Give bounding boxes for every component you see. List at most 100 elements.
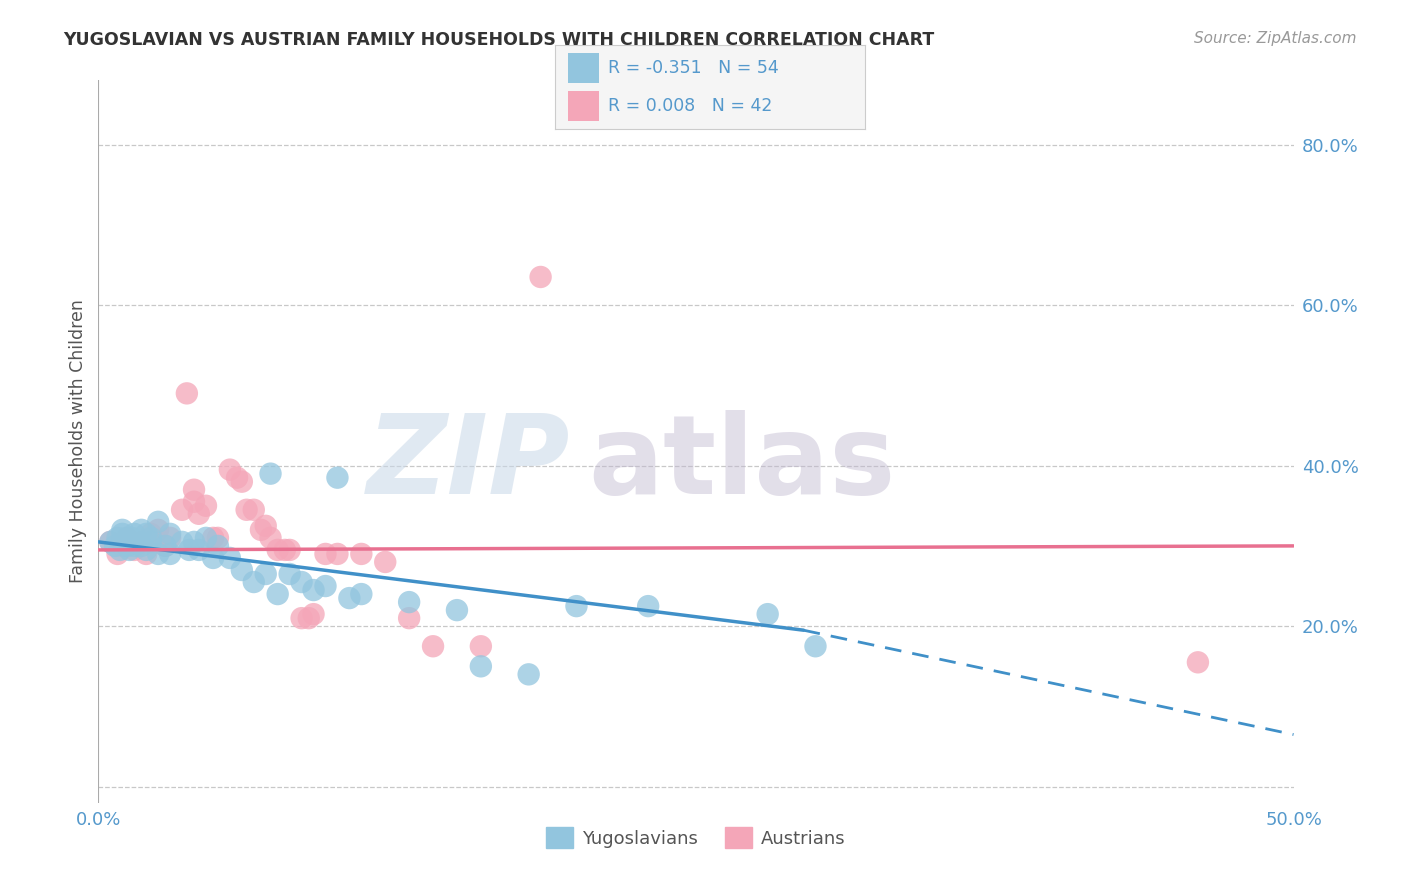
Point	[1187, 655, 1209, 669]
Point	[139, 534, 162, 549]
Point	[148, 547, 170, 561]
Point	[121, 531, 143, 545]
Point	[98, 534, 122, 549]
Point	[350, 547, 373, 561]
Point	[637, 599, 659, 614]
Point	[243, 574, 266, 589]
Point	[111, 539, 134, 553]
Point	[176, 386, 198, 401]
Point	[231, 475, 253, 489]
Point	[135, 526, 157, 541]
Point	[315, 547, 337, 561]
Point	[235, 502, 257, 516]
Point	[254, 518, 277, 533]
Point	[267, 542, 290, 557]
Point	[135, 547, 157, 561]
Point	[756, 607, 779, 621]
Point	[159, 526, 181, 541]
Point	[470, 659, 492, 673]
Point	[111, 526, 134, 541]
Point	[111, 523, 134, 537]
Point	[124, 542, 146, 557]
Point	[278, 567, 301, 582]
Point	[131, 534, 153, 549]
Point	[108, 542, 131, 557]
Point	[470, 639, 492, 653]
Point	[172, 502, 194, 516]
Point	[259, 467, 281, 481]
Text: R = 0.008   N = 42: R = 0.008 N = 42	[607, 97, 772, 115]
Point	[298, 611, 321, 625]
Text: ZIP: ZIP	[367, 409, 571, 516]
Point	[187, 507, 209, 521]
Point	[278, 542, 301, 557]
Point	[125, 534, 148, 549]
Point	[131, 539, 153, 553]
Point	[254, 567, 277, 582]
Point	[183, 483, 205, 497]
Point	[565, 599, 588, 614]
Point	[107, 531, 129, 545]
Point	[107, 547, 129, 561]
Point	[530, 269, 553, 284]
Point	[207, 531, 229, 545]
Point	[155, 539, 177, 553]
Point	[159, 531, 181, 545]
Point	[115, 539, 138, 553]
Point	[124, 539, 146, 553]
Point	[804, 639, 827, 653]
Point	[350, 587, 373, 601]
Point	[302, 607, 325, 621]
Point	[159, 547, 181, 561]
Point	[422, 639, 444, 653]
Text: Source: ZipAtlas.com: Source: ZipAtlas.com	[1194, 31, 1357, 46]
Point	[517, 667, 540, 681]
Point	[291, 574, 314, 589]
Text: R = -0.351   N = 54: R = -0.351 N = 54	[607, 59, 779, 77]
Point	[339, 591, 361, 606]
Point	[183, 534, 205, 549]
Point	[148, 515, 170, 529]
Point	[374, 555, 396, 569]
Point	[195, 531, 218, 545]
Point	[124, 526, 146, 541]
Point	[111, 534, 134, 549]
Point	[315, 579, 337, 593]
Point	[231, 563, 253, 577]
Point	[172, 534, 194, 549]
Point	[302, 583, 325, 598]
Text: YUGOSLAVIAN VS AUSTRIAN FAMILY HOUSEHOLDS WITH CHILDREN CORRELATION CHART: YUGOSLAVIAN VS AUSTRIAN FAMILY HOUSEHOLD…	[63, 31, 935, 49]
Point	[267, 587, 290, 601]
Point	[326, 470, 349, 484]
Point	[207, 539, 229, 553]
Bar	[568, 54, 599, 83]
Point	[219, 551, 242, 566]
Point	[104, 539, 127, 553]
Point	[118, 542, 141, 557]
Point	[250, 523, 273, 537]
Point	[326, 547, 349, 561]
Legend: Yugoslavians, Austrians: Yugoslavians, Austrians	[538, 820, 853, 855]
Point	[259, 531, 281, 545]
Point	[226, 470, 249, 484]
Point	[183, 494, 205, 508]
Point	[139, 526, 162, 541]
Point	[115, 531, 138, 545]
Point	[139, 531, 162, 545]
Point	[202, 551, 225, 566]
Point	[243, 502, 266, 516]
Point	[155, 539, 177, 553]
Point	[131, 523, 153, 537]
Point	[219, 462, 242, 476]
Point	[135, 542, 157, 557]
Point	[274, 542, 297, 557]
Point	[195, 499, 218, 513]
Y-axis label: Family Households with Children: Family Households with Children	[69, 300, 87, 583]
Bar	[568, 91, 599, 120]
Point	[446, 603, 468, 617]
Point	[398, 595, 420, 609]
Point	[202, 531, 225, 545]
Point	[291, 611, 314, 625]
Point	[115, 531, 138, 545]
Text: atlas: atlas	[589, 409, 896, 516]
